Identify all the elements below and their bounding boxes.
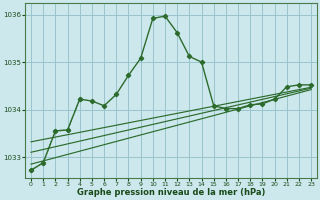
X-axis label: Graphe pression niveau de la mer (hPa): Graphe pression niveau de la mer (hPa)	[77, 188, 265, 197]
